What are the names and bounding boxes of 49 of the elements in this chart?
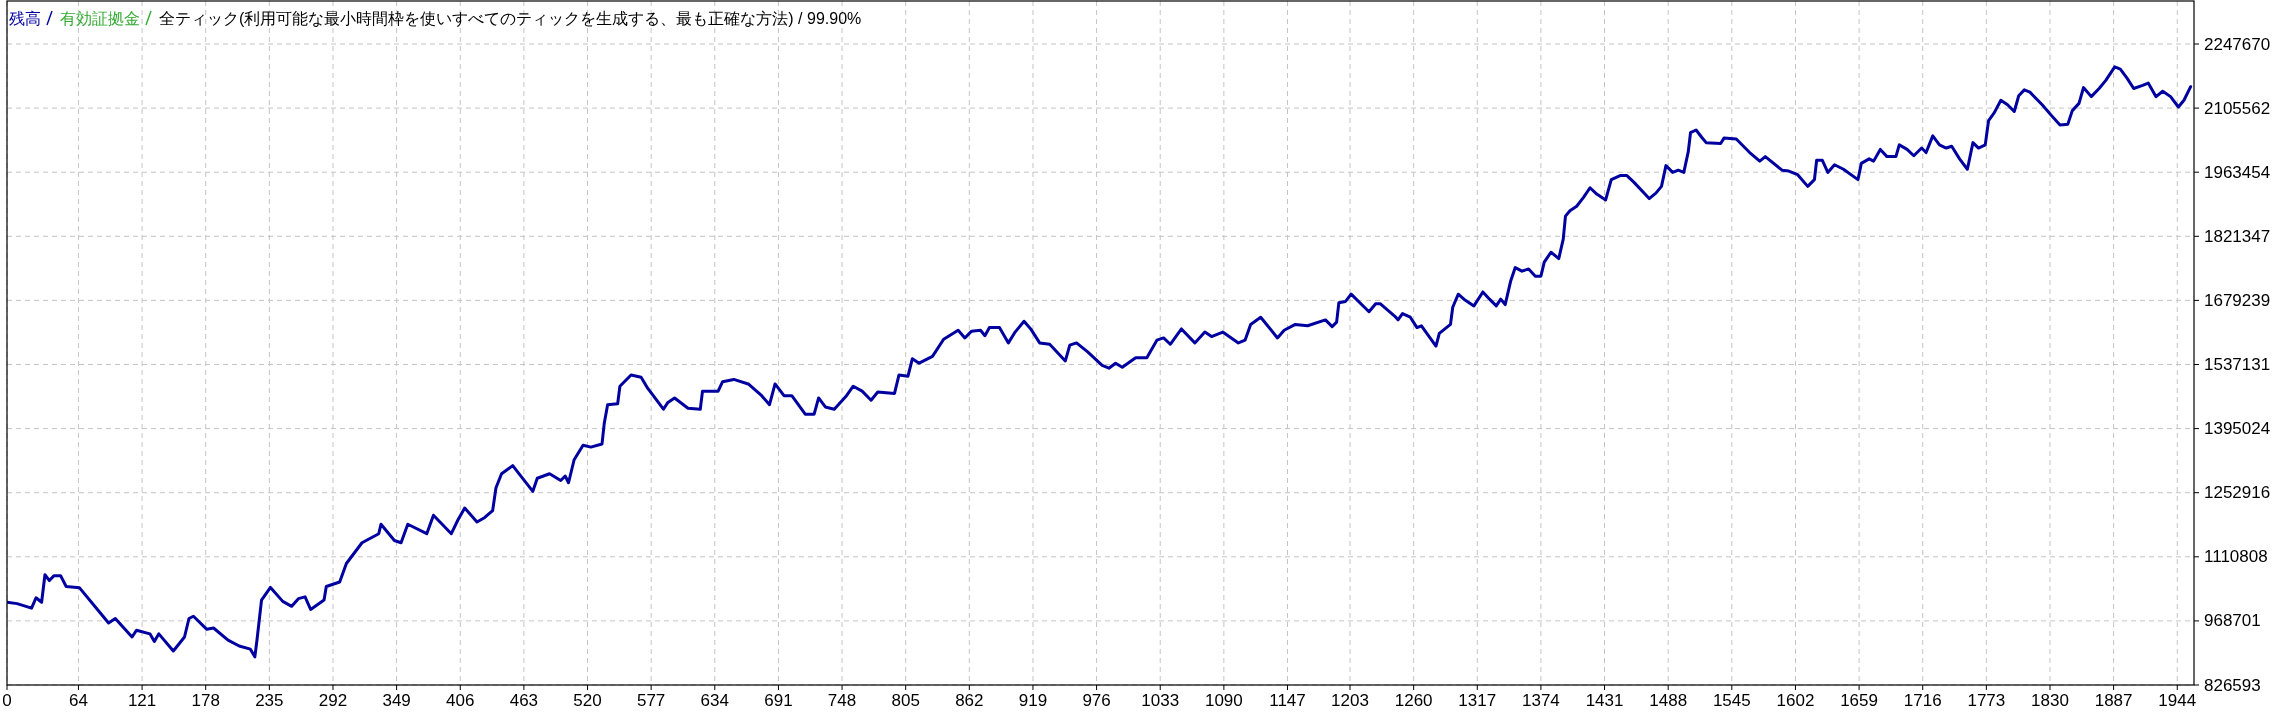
x-tick-label: 1602 — [1776, 690, 1815, 710]
title: 全ティック(利用可能な最小時間枠を使いすべてのティックを生成する、最も正確な方法) / 99.90% — [159, 9, 862, 27]
y-tick-label: 1963454 — [2204, 162, 2271, 182]
x-tick-label: 463 — [509, 690, 539, 710]
legend-item: 残高 — [9, 9, 41, 27]
x-tick-label: 1203 — [1331, 690, 1369, 710]
x-tick-label: 406 — [446, 690, 475, 710]
x-tick-label: 520 — [573, 690, 602, 710]
x-tick-label: 235 — [255, 690, 284, 710]
x-tick-label: 1887 — [2094, 690, 2133, 710]
x-tick-label: 178 — [191, 690, 220, 710]
x-tick-label: 1374 — [1522, 690, 1560, 710]
x-tick-label: 64 — [69, 690, 88, 710]
x-tick-label: 1317 — [1458, 690, 1497, 710]
x-tick-label: 349 — [382, 690, 411, 710]
y-tick-label: 1110808 — [2204, 547, 2268, 567]
x-tick-label: 121 — [127, 690, 157, 710]
x-tick-label: 1431 — [1585, 690, 1624, 710]
y-tick-label: 1537131 — [2204, 355, 2271, 374]
x-tick-label: 292 — [318, 690, 348, 710]
y-tick-label: 2247670 — [2204, 34, 2271, 54]
x-tick-label: 691 — [764, 690, 793, 710]
y-tick-label: 2105562 — [2204, 98, 2271, 118]
x-tick-label: 1659 — [1840, 690, 1878, 710]
x-tick-label: 1033 — [1141, 690, 1180, 710]
x-tick-label: 919 — [1018, 690, 1048, 710]
x-tick-label: 1944 — [2158, 690, 2197, 710]
x-tick-label: 0 — [2, 690, 12, 710]
x-tick-label: 976 — [1082, 690, 1111, 710]
y-tick-label: 1252916 — [2204, 483, 2271, 503]
y-tick-label: 1395024 — [2204, 419, 2271, 439]
x-tick-label: 577 — [636, 690, 666, 710]
x-tick-label: 1090 — [1204, 690, 1243, 710]
x-tick-label: 1716 — [1903, 690, 1942, 710]
x-tick-label: 1545 — [1712, 690, 1751, 710]
legend-item: 有効証拠金 — [60, 9, 140, 27]
x-tick-label: 862 — [955, 690, 984, 710]
x-tick-label: 805 — [891, 690, 920, 710]
x-tick-label: 1773 — [1967, 690, 2006, 710]
x-tick-label: 1147 — [1269, 690, 1306, 710]
x-tick-label: 748 — [827, 690, 857, 710]
y-tick-label: 1679239 — [2204, 290, 2271, 310]
x-tick-label: 1260 — [1394, 690, 1433, 710]
y-tick-label: 968701 — [2204, 611, 2261, 631]
x-tick-label: 1488 — [1649, 690, 1688, 710]
x-tick-label: 1830 — [2031, 690, 2069, 710]
y-tick-label: 1821347 — [2204, 226, 2271, 246]
y-tick-label: 826593 — [2204, 675, 2261, 695]
x-tick-label: 634 — [700, 690, 729, 710]
